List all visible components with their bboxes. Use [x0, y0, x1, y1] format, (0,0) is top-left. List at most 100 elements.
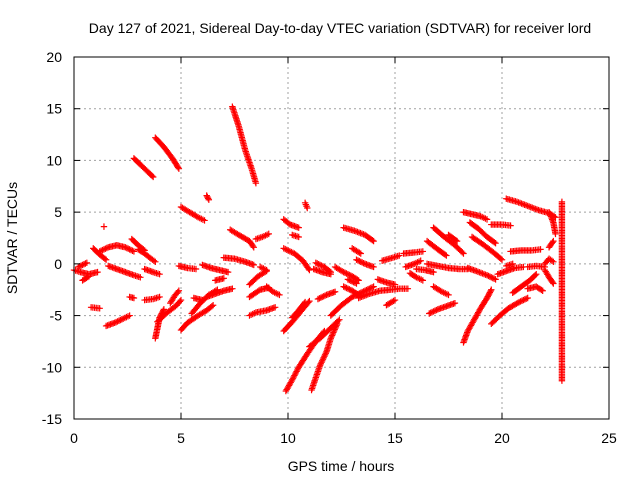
data-point	[390, 297, 397, 305]
data-point	[331, 288, 339, 295]
data-point	[483, 294, 491, 302]
data-point	[288, 248, 295, 256]
data-point	[330, 327, 338, 335]
data-series-segment	[460, 286, 495, 346]
data-series-segment	[90, 245, 110, 263]
data-point	[304, 204, 311, 212]
data-point	[229, 285, 236, 292]
data-point	[293, 368, 300, 375]
y-axis-label: SDTVAR / TECUs	[4, 182, 20, 294]
data-point	[99, 246, 106, 254]
data-point	[283, 246, 290, 254]
data-series-segment	[301, 199, 311, 212]
y-tick-label: -15	[42, 411, 62, 427]
data-point	[276, 291, 283, 299]
data-point	[114, 318, 121, 325]
data-point	[137, 274, 144, 281]
chart-title: Day 127 of 2021, Sidereal Day-to-day VTE…	[89, 20, 591, 36]
data-point	[140, 246, 147, 253]
data-point	[319, 357, 326, 364]
data-point	[316, 261, 324, 269]
data-series-segment	[400, 248, 427, 257]
data-series-segment	[402, 257, 424, 271]
data-point	[349, 278, 356, 285]
data-point	[537, 246, 544, 253]
data-point	[368, 284, 376, 291]
data-point	[150, 257, 158, 264]
data-point	[492, 276, 499, 283]
data-series-segment	[464, 264, 499, 283]
data-point	[329, 330, 336, 338]
data-point	[75, 263, 82, 271]
data-point	[524, 294, 531, 302]
data-series-segment	[263, 283, 283, 299]
data-point	[431, 307, 439, 314]
data-series-segment	[353, 256, 377, 271]
data-series-segment	[212, 275, 227, 284]
data-point	[443, 252, 450, 259]
data-series-segment	[423, 260, 471, 273]
data-series-segment	[355, 285, 412, 302]
data-series-segment	[105, 262, 144, 281]
data-point	[550, 280, 557, 287]
data-point	[430, 308, 437, 315]
data-point	[548, 257, 556, 264]
data-point	[312, 259, 320, 267]
data-point	[520, 296, 527, 304]
data-point	[149, 173, 157, 181]
data-point	[96, 305, 103, 312]
data-series-segment	[246, 267, 270, 288]
data-series-segment	[507, 246, 544, 255]
data-series-segment	[177, 302, 217, 334]
data-series-segment	[175, 262, 200, 273]
data-point	[427, 309, 434, 317]
data-point	[328, 332, 336, 339]
data-series-segment	[331, 263, 362, 284]
data-point	[356, 249, 363, 256]
data-point	[314, 260, 321, 267]
data-point	[358, 259, 366, 266]
data-point	[433, 306, 440, 314]
data-point	[250, 244, 257, 251]
data-point	[252, 179, 260, 187]
axis-ticks: 0 5 10 15 20 25 -15 -10 -5 0 5 10 15 20	[42, 49, 617, 446]
data-point	[261, 268, 269, 276]
data-series-segment	[199, 261, 232, 276]
y-tick-label: 20	[46, 49, 62, 65]
data-series-segment	[227, 226, 257, 251]
data-point	[255, 287, 263, 294]
data-point	[404, 285, 412, 292]
data-series-segment	[545, 208, 559, 238]
data-point	[453, 237, 461, 245]
x-tick-label: 25	[601, 430, 617, 446]
data-point	[100, 246, 108, 253]
data-point	[289, 376, 296, 383]
data-point	[285, 247, 292, 254]
data-point	[353, 280, 360, 287]
data-point	[85, 273, 93, 280]
data-point	[489, 274, 496, 282]
data-series-segment	[102, 312, 133, 330]
data-point	[391, 281, 399, 288]
data-series-segment	[468, 233, 506, 263]
data-point	[80, 261, 88, 268]
data-point	[148, 172, 156, 180]
data-point	[156, 271, 163, 278]
data-point	[430, 268, 437, 276]
data-point	[340, 283, 347, 290]
data-point	[360, 259, 367, 267]
data-series-segment	[503, 260, 516, 270]
data-point	[351, 279, 359, 287]
data-point	[370, 263, 377, 271]
data-point	[327, 268, 334, 276]
data-point	[94, 268, 101, 276]
data-point	[459, 249, 466, 256]
y-tick-label: 5	[54, 204, 62, 220]
data-point	[291, 370, 299, 378]
data-point	[515, 298, 523, 306]
data-point	[301, 300, 308, 307]
data-point	[289, 375, 297, 382]
data-series-segment	[558, 198, 566, 384]
data-point	[460, 250, 467, 257]
data-point	[320, 293, 327, 300]
